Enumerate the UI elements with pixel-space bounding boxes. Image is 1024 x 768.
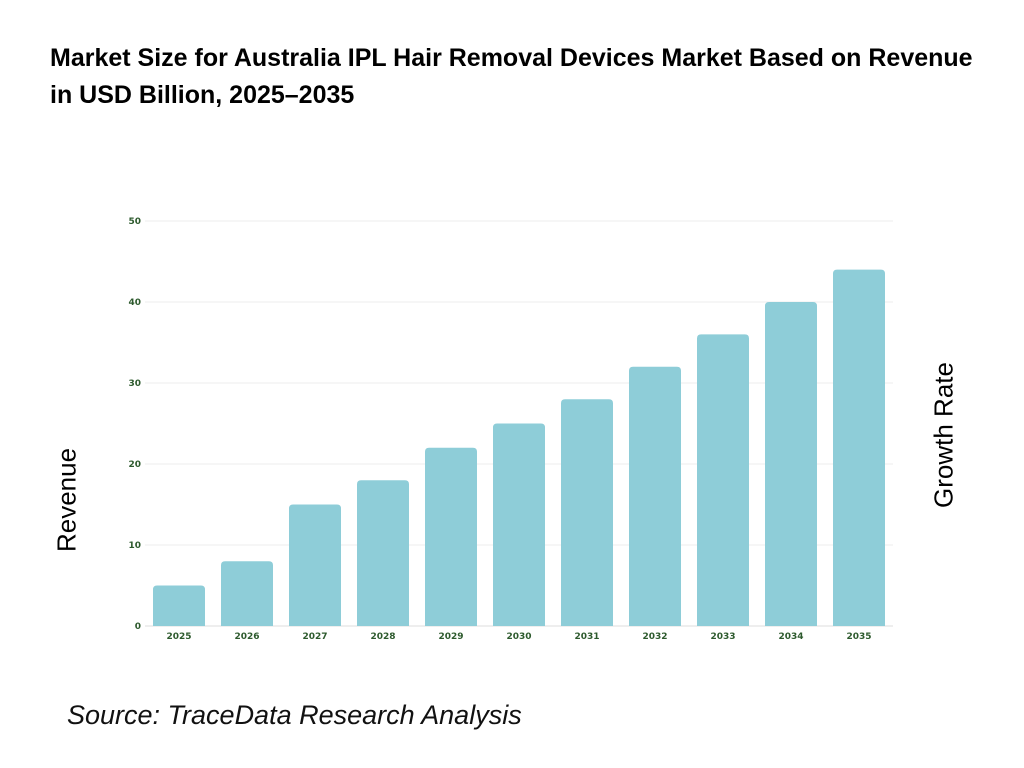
chart-title: Market Size for Australia IPL Hair Remov… xyxy=(50,44,973,109)
bar xyxy=(357,480,409,626)
bar xyxy=(493,423,545,626)
x-tick-label: 2029 xyxy=(438,632,463,642)
bar xyxy=(153,585,205,626)
y-tick-label: 20 xyxy=(128,460,141,470)
y-tick-label: 50 xyxy=(128,217,141,227)
bar xyxy=(765,302,817,626)
bar xyxy=(289,504,341,626)
bar xyxy=(833,269,885,626)
x-tick-label: 2033 xyxy=(710,632,735,642)
bar xyxy=(561,399,613,626)
bar xyxy=(629,366,681,626)
x-tick-label: 2030 xyxy=(506,632,531,642)
y-tick-label: 0 xyxy=(135,622,141,632)
bar xyxy=(697,334,749,626)
y-tick-label: 40 xyxy=(128,298,141,308)
x-tick-label: 2031 xyxy=(574,632,599,642)
x-tick-label: 2026 xyxy=(234,632,259,642)
x-tick-label: 2028 xyxy=(370,632,395,642)
x-tick-label: 2032 xyxy=(642,632,667,642)
bar xyxy=(425,447,477,626)
bar xyxy=(221,561,273,626)
source-note: Source: TraceData Research Analysis xyxy=(67,700,522,730)
y-tick-label: 10 xyxy=(128,541,141,551)
y-tick-label: 30 xyxy=(128,379,141,389)
x-tick-label: 2034 xyxy=(778,632,803,642)
x-tick-label: 2035 xyxy=(846,632,871,642)
x-tick-label: 2027 xyxy=(302,632,327,642)
x-tick-label: 2025 xyxy=(166,632,191,642)
